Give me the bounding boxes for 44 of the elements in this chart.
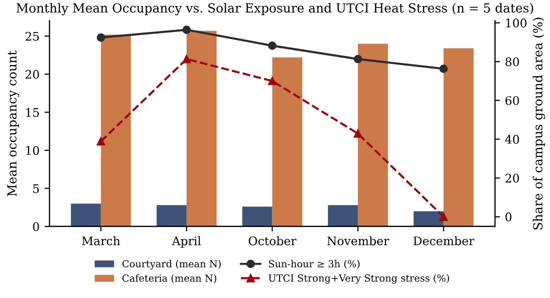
point: [439, 64, 448, 73]
x-tick-label: November: [327, 236, 390, 246]
x-tick-label: April: [172, 236, 201, 248]
y2-tick-label: 80: [506, 57, 519, 66]
y-tick-label: 20: [26, 70, 39, 79]
legend-label: Cafeteria (mean N): [122, 274, 216, 284]
point: [354, 129, 362, 138]
bar: [156, 205, 187, 226]
point: [96, 137, 106, 146]
bar: [414, 211, 444, 226]
point: [268, 76, 276, 86]
y2-tick-label: 0: [506, 212, 512, 222]
point: [182, 54, 191, 64]
point: [439, 212, 448, 221]
bar: [328, 205, 358, 226]
y-tick-label: 10: [26, 146, 39, 155]
x-tick-label: October: [248, 236, 296, 246]
y-tick-label: 15: [26, 108, 39, 117]
y-tick-label: 25: [26, 32, 39, 41]
bar: [444, 48, 474, 226]
y-tick-label: 5: [33, 184, 39, 194]
chart-title: Monthly Mean Occupancy vs. Solar Exposure and UTCI Heat Stress (n = 5 dates): [16, 2, 534, 16]
x-tick-label: December: [414, 236, 474, 246]
legend-label: UTCI Strong+Very Strong stress (%): [268, 274, 450, 284]
legend-label: Sun-hour ≥ 3h (%): [268, 260, 360, 269]
y2-axis-title: Share of campus ground area (%): [532, 18, 546, 230]
bar: [186, 30, 217, 226]
legend-label: Courtyard (mean N): [122, 260, 221, 270]
y-axis-title: Mean occupancy count: [7, 50, 20, 196]
x-tick-label: March: [82, 236, 120, 246]
bar: [358, 44, 388, 226]
bar: [100, 34, 131, 226]
y2-tick-label: 40: [505, 134, 519, 144]
y2-tick-label: 60: [506, 96, 519, 106]
y2-tick-label: 20: [506, 174, 519, 183]
point: [354, 54, 362, 64]
y-tick-label: 0: [33, 222, 39, 232]
y2-tick-label: 100: [506, 18, 526, 28]
bar: [242, 206, 272, 226]
bar: [70, 204, 101, 226]
point: [268, 42, 276, 50]
point: [182, 26, 191, 34]
bar: [272, 57, 302, 226]
point: [96, 33, 106, 42]
